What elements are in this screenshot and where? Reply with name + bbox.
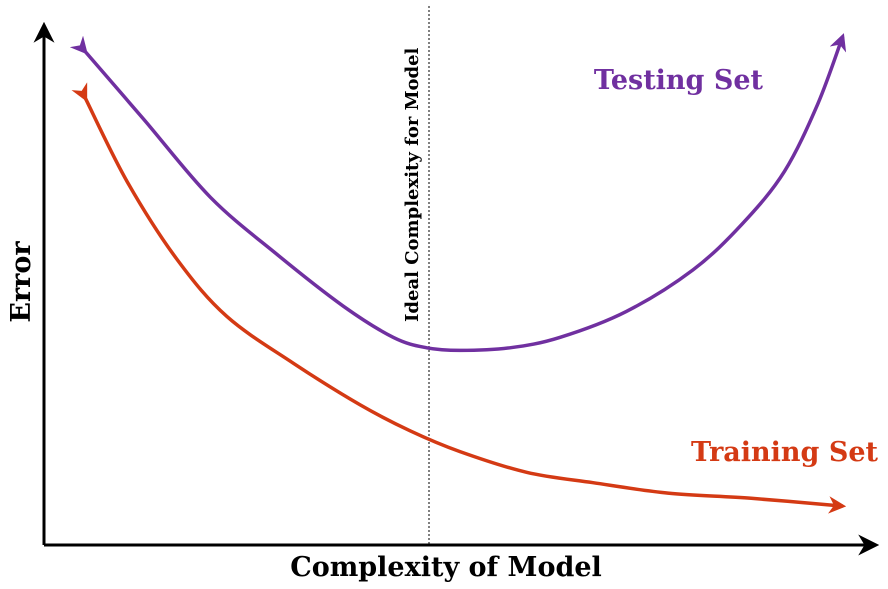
y-axis-label: Error bbox=[6, 241, 37, 323]
x-axis-label: Complexity of Model bbox=[290, 552, 602, 583]
training-set-curve bbox=[71, 82, 847, 514]
training-set-label: Training Set bbox=[691, 437, 879, 468]
ideal-complexity-label: Ideal Complexity for Model bbox=[402, 47, 423, 322]
testing-set-label: Testing Set bbox=[594, 65, 764, 96]
